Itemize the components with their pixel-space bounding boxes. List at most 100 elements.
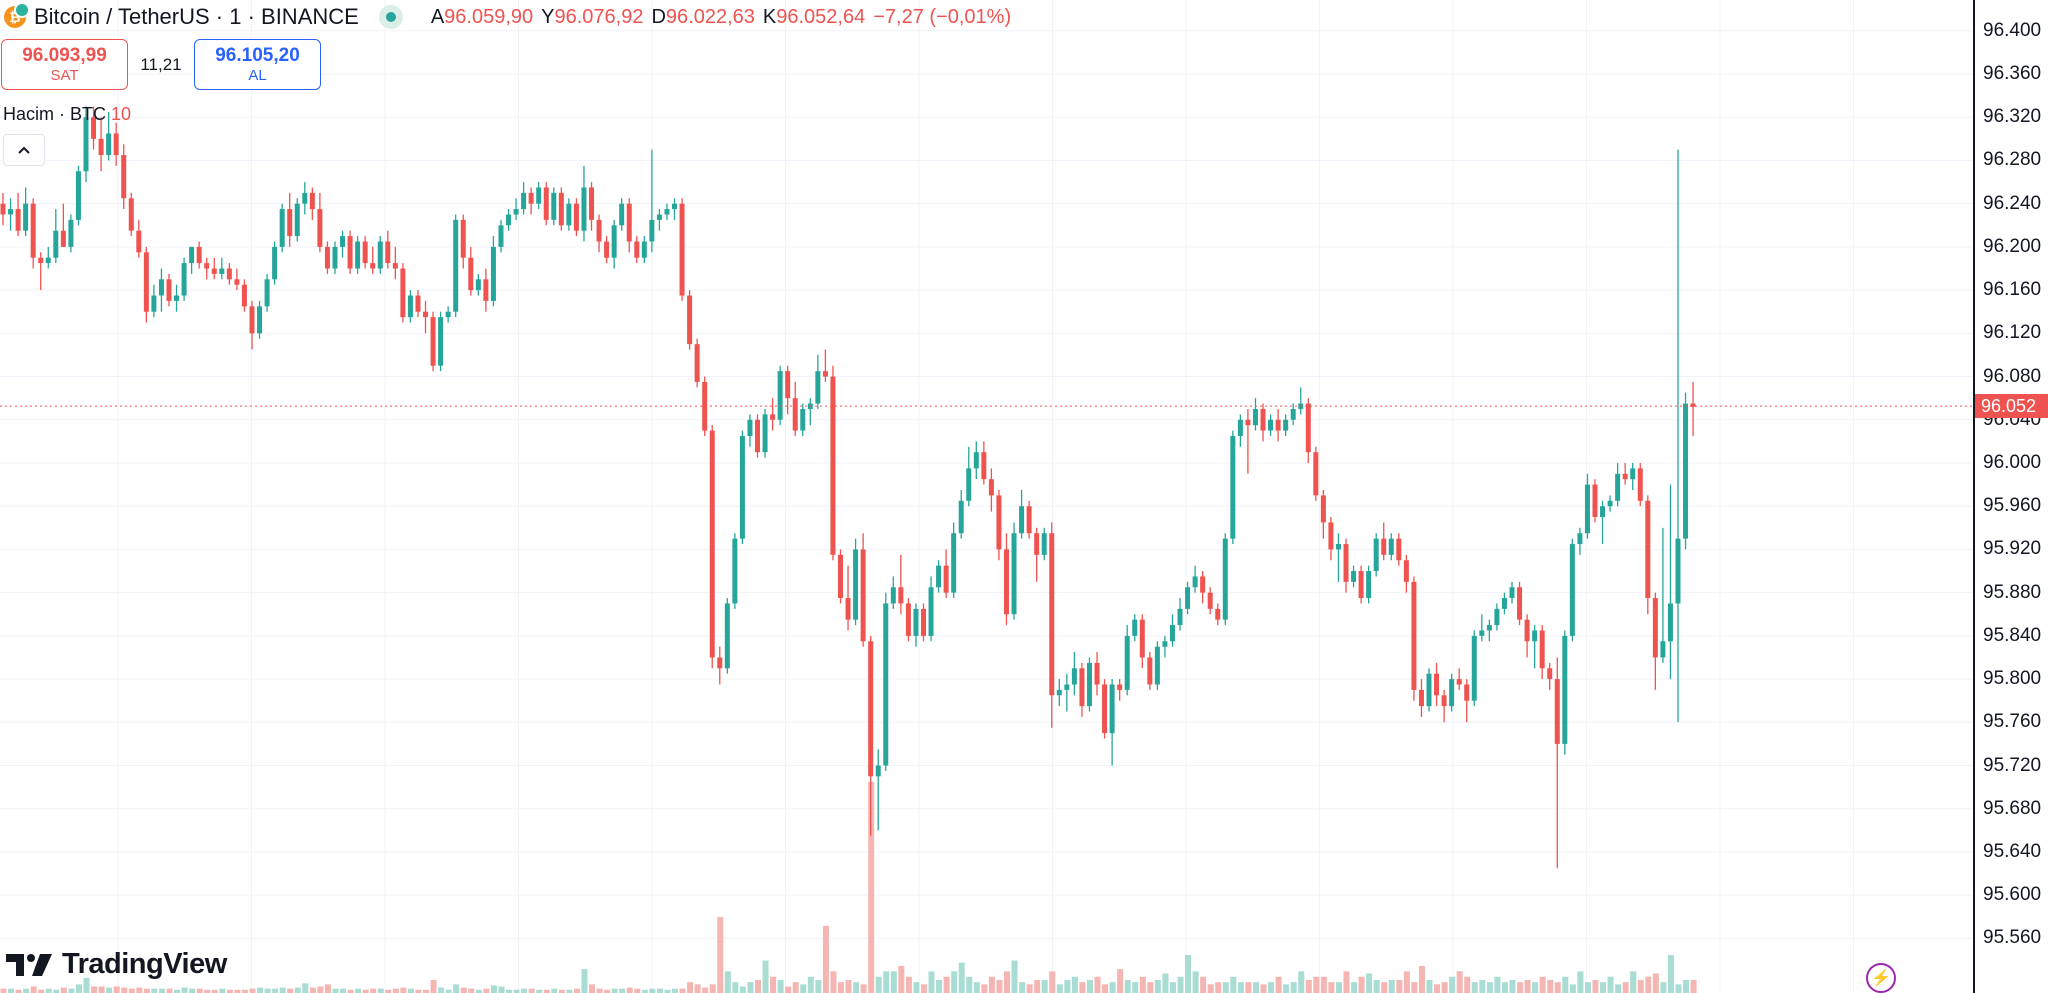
candle-body: [106, 133, 112, 156]
price-tick-label: 96.400: [1983, 19, 2042, 41]
volume-bar: [822, 925, 829, 993]
candle: [1690, 381, 1696, 436]
candle-body: [53, 230, 59, 258]
candle: [460, 214, 466, 269]
candle-body: [1290, 408, 1296, 420]
volume-bar: [913, 982, 920, 993]
volume-bar: [709, 984, 716, 993]
candle: [264, 273, 270, 312]
volume-bar: [513, 989, 520, 993]
candle: [709, 425, 715, 669]
market-status-icon[interactable]: [378, 5, 403, 29]
candle: [536, 182, 542, 210]
candle-body: [1328, 522, 1334, 550]
candle: [1177, 598, 1183, 631]
price-tick-label: 96.200: [1983, 235, 2042, 257]
candle: [1268, 414, 1274, 436]
volume-bar: [1019, 982, 1026, 993]
volume-bar: [1298, 971, 1305, 993]
volume-bar: [1049, 971, 1056, 993]
candle: [1524, 614, 1530, 658]
low-value: 96.022,63: [665, 5, 755, 28]
candle-body: [845, 598, 851, 620]
candle: [1260, 403, 1266, 442]
candle: [0, 192, 6, 226]
candle-body: [249, 306, 255, 334]
candle: [755, 414, 760, 458]
candle: [23, 187, 29, 237]
volume-bar: [573, 988, 580, 993]
candle-body: [1343, 544, 1349, 582]
candle: [1003, 533, 1009, 626]
symbol-title[interactable]: Bitcoin / TetherUS · 1 · BINANCE: [34, 4, 359, 29]
price-tick-label: 95.920: [1983, 538, 2042, 560]
volume-bar: [1426, 980, 1433, 993]
collapse-legend-button[interactable]: [3, 134, 45, 166]
volume-bar: [626, 987, 633, 993]
volume-bar: [241, 989, 248, 993]
volume-bar: [1667, 955, 1674, 993]
volume-bar: [1343, 971, 1350, 993]
candle: [1411, 576, 1417, 701]
volume-bar: [1230, 976, 1237, 993]
volume-bar: [1177, 976, 1184, 993]
price-axis[interactable]: 96.400 96.360 96.320 96.280 96.240 96.200 96.1…: [1973, 0, 2048, 993]
volume-bar: [611, 988, 618, 993]
candle-body: [679, 203, 685, 296]
candle: [453, 214, 459, 318]
volume-legend[interactable]: Hacim · BTC 10: [3, 104, 131, 125]
candle: [634, 236, 640, 264]
volume-bar: [1471, 982, 1478, 993]
candle: [573, 198, 579, 237]
volume-bar: [1615, 984, 1622, 993]
volume-bar: [1056, 984, 1063, 993]
candle: [883, 592, 889, 771]
candle: [309, 187, 315, 220]
volume-bar: [1275, 976, 1282, 993]
volume-bar: [38, 989, 45, 993]
candle: [702, 376, 708, 436]
sell-button[interactable]: 96.093,99 SAT: [1, 39, 128, 90]
candle-body: [1019, 506, 1025, 534]
candle: [672, 198, 678, 220]
candle: [279, 203, 285, 253]
bitcoin-coin-icon[interactable]: ₿: [4, 2, 30, 28]
candle-body: [920, 608, 926, 636]
candle-body: [1637, 468, 1643, 501]
volume-bar: [1358, 976, 1365, 993]
candle-body: [1305, 403, 1311, 453]
candle: [498, 219, 504, 253]
price-tick-label: 96.080: [1983, 365, 2042, 387]
candle: [204, 257, 210, 280]
candle: [324, 241, 330, 274]
candle: [468, 246, 474, 296]
volume-bar: [1509, 980, 1516, 993]
candle: [521, 182, 527, 215]
candle-body: [1117, 684, 1123, 690]
candle: [1094, 652, 1100, 696]
candle: [158, 268, 164, 312]
volume-bar: [1117, 969, 1124, 993]
volume-bar: [543, 989, 550, 993]
volume-bar: [1071, 976, 1078, 993]
candle: [815, 354, 821, 409]
candle-body: [1124, 635, 1130, 690]
lightning-icon[interactable]: ⚡: [1866, 963, 1896, 993]
buy-button[interactable]: 96.105,20 AL: [194, 39, 321, 90]
candle-body: [1471, 635, 1477, 701]
candle-body: [1252, 408, 1258, 426]
candle: [151, 284, 157, 318]
tradingview-logo[interactable]: TradingView: [6, 948, 227, 981]
candle: [611, 219, 617, 269]
volume-bar: [196, 988, 203, 993]
volume-bar: [423, 989, 430, 993]
candle-body: [1373, 538, 1379, 572]
volume-bar: [905, 976, 912, 993]
candle-body: [498, 225, 504, 247]
candle-body: [604, 241, 610, 258]
candle: [543, 182, 549, 226]
candle-body: [589, 187, 595, 220]
candle-body: [1667, 603, 1673, 642]
candle: [287, 192, 293, 247]
